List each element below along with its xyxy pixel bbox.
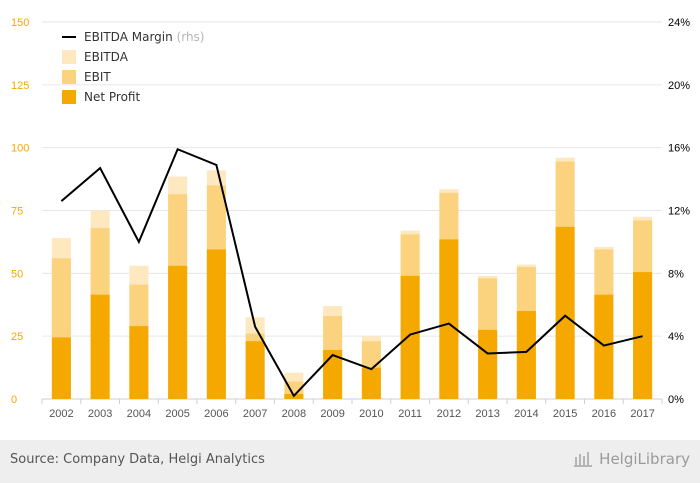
- line-ebitda-margin: [60, 147, 643, 398]
- x-tick-label: 2016: [592, 408, 616, 420]
- y-right-tick-label: 16%: [668, 143, 690, 155]
- x-tick-label: 2017: [630, 408, 654, 420]
- bar-net-profit: [90, 294, 110, 399]
- bar-net-profit: [323, 349, 343, 399]
- x-tick-label: 2002: [49, 408, 73, 420]
- y-left-tick-label: 125: [11, 80, 29, 92]
- bar-net-profit: [594, 294, 614, 399]
- bar-net-profit: [439, 239, 459, 399]
- brand-name: HelgiLibrary: [599, 450, 690, 468]
- x-tick-label: 2012: [437, 408, 461, 420]
- legend-label: EBITDA Margin (rhs): [84, 30, 205, 44]
- bar-net-profit: [245, 341, 265, 399]
- y-right-tick-label: 12%: [668, 206, 690, 218]
- x-tick-label: 2007: [243, 408, 267, 420]
- legend-box-swatch: [62, 50, 76, 64]
- bar-net-profit: [516, 311, 536, 399]
- x-tick-label: 2010: [359, 408, 383, 420]
- bar-net-profit: [51, 337, 71, 399]
- legend-suffix: (rhs): [173, 30, 205, 44]
- y-left-tick-label: 0: [11, 394, 17, 406]
- legend-label: EBITDA: [84, 50, 129, 64]
- bar-net-profit: [400, 275, 420, 399]
- y-right-tick-label: 8%: [668, 268, 684, 280]
- y-left-tick-label: 150: [11, 17, 29, 29]
- y-left-tick-label: 75: [11, 206, 23, 218]
- y-right-tick-label: 4%: [668, 331, 684, 343]
- bar-net-profit: [168, 265, 188, 399]
- x-tick-label: 2004: [127, 408, 151, 420]
- x-tick-label: 2014: [514, 408, 538, 420]
- x-tick-label: 2003: [88, 408, 112, 420]
- y-right-tick-label: 0%: [668, 394, 684, 406]
- bar-net-profit: [129, 326, 149, 399]
- x-tick-label: 2011: [398, 408, 422, 420]
- legend-label: EBIT: [84, 70, 111, 84]
- x-tick-label: 2009: [320, 408, 344, 420]
- bar-net-profit: [555, 226, 575, 399]
- library-icon: [574, 452, 593, 467]
- y-left-tick-label: 25: [11, 331, 23, 343]
- bar-net-profit: [361, 367, 381, 399]
- legend-box-swatch: [62, 70, 76, 84]
- chart-svg: 0 25 50 75 100 125 150 0% 4% 8% 12% 16% 20% 24% 2002 20…: [11, 17, 690, 420]
- y-right-tick-label: 20%: [668, 80, 690, 92]
- x-tick-label: 2005: [165, 408, 189, 420]
- brand-logo[interactable]: HelgiLibrary: [573, 450, 690, 468]
- footer-bar: Source: Company Data, Helgi Analytics He…: [0, 440, 700, 483]
- y-right-tick-label: 24%: [668, 17, 690, 29]
- source-note: Source: Company Data, Helgi Analytics: [10, 452, 265, 467]
- bar-net-profit: [478, 329, 498, 399]
- x-tick-label: 2008: [282, 408, 306, 420]
- y-left-tick-label: 50: [11, 268, 23, 280]
- bar-net-profit: [633, 272, 653, 399]
- x-tick-label: 2013: [475, 408, 499, 420]
- x-tick-label: 2006: [204, 408, 228, 420]
- bar-net-profit: [206, 249, 226, 399]
- legend-label: Net Profit: [84, 90, 140, 104]
- x-tick-label: 2015: [553, 408, 577, 420]
- y-left-tick-label: 100: [11, 143, 29, 155]
- legend-box-swatch: [62, 90, 76, 104]
